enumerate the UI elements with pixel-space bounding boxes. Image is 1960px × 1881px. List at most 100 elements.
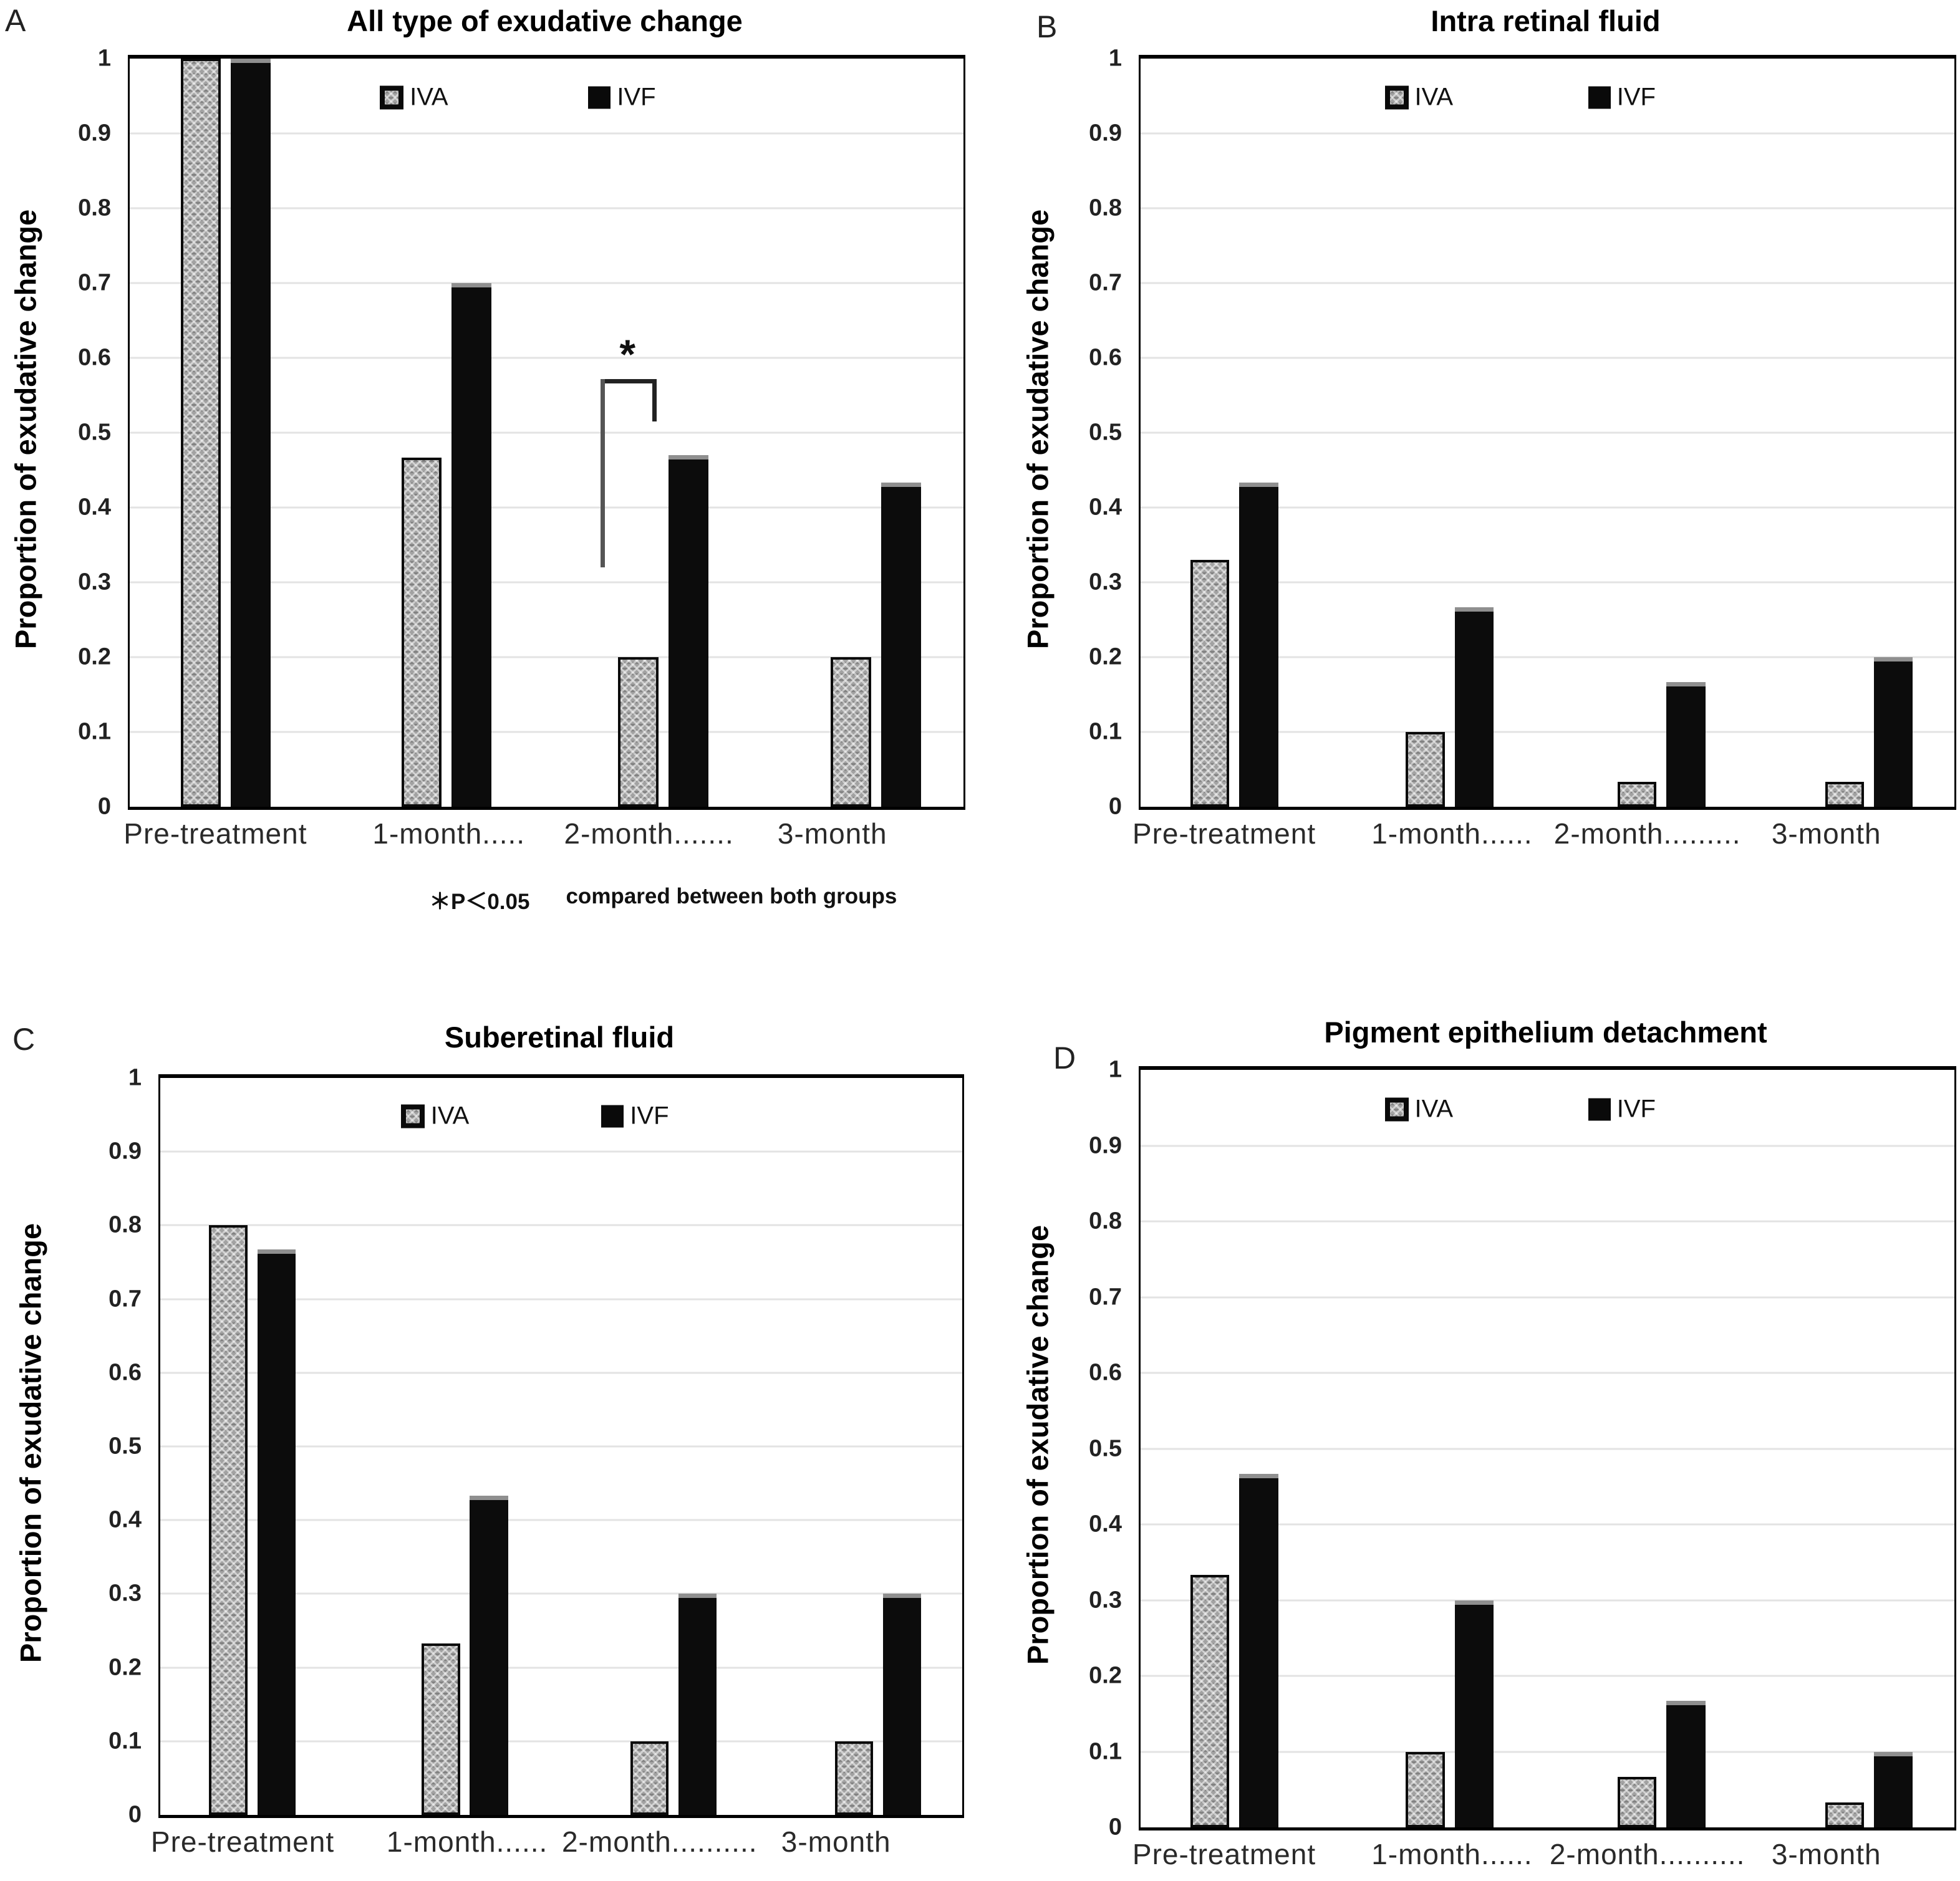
y-tick-label: 0.1 <box>109 1728 142 1754</box>
bar-iva-1-month <box>401 457 442 807</box>
x-axis-labels: Pre-treatment 1-month..... 2-month....... 3… <box>123 817 962 860</box>
y-tick-label: 0.9 <box>1089 1132 1122 1158</box>
legend-label-ivf: IVF <box>1616 83 1656 111</box>
legend-swatch-iva-icon <box>1384 85 1409 110</box>
y-tick-label: 0.6 <box>1089 344 1122 371</box>
legend-item-iva: IVA <box>1384 1095 1453 1123</box>
legend-item-iva: IVA <box>400 1102 470 1130</box>
gridline <box>160 1740 962 1743</box>
y-tick-label: 0.7 <box>1089 1284 1122 1310</box>
y-tick-label: 0.7 <box>78 269 111 296</box>
bar-ivf-3-month <box>882 1594 922 1815</box>
y-tick-label: 1 <box>128 1064 142 1091</box>
y-tick-label: 0 <box>1108 793 1122 820</box>
bar-iva-2-month <box>1617 782 1657 807</box>
x-tick-label-3-month: 3-month <box>1771 1838 1881 1870</box>
significance-footnote: ＊P＜0.05 compared between both groups <box>429 884 897 916</box>
legend-item-iva: IVA <box>1384 83 1454 112</box>
chart-title: Pigment epithelium detachment <box>1324 1016 1767 1049</box>
legend-swatch-iva-icon <box>400 1104 425 1128</box>
y-tick-label: 0.3 <box>109 1580 142 1607</box>
gridline <box>1141 1523 1954 1526</box>
bar-iva-2-month <box>630 1741 669 1815</box>
gridline <box>130 581 963 584</box>
y-tick-label: 0.2 <box>109 1654 142 1681</box>
legend-swatch-ivf-icon <box>601 1105 624 1128</box>
footnote-pvalue: ＊P＜0.05 <box>429 890 530 914</box>
y-tick-label: 1 <box>1108 45 1122 72</box>
gridline <box>1141 1296 1954 1298</box>
gridline <box>1141 656 1954 658</box>
y-tick-label: 0.1 <box>1089 718 1122 745</box>
gridline <box>1141 1372 1954 1374</box>
gridline <box>1141 1599 1954 1601</box>
x-tick-label-2-month: 2-month.......... <box>561 1826 758 1858</box>
bar-ivf-2-month <box>1666 681 1706 807</box>
x-tick-label-pre-treatment: Pre-treatment <box>1132 817 1316 850</box>
gridline <box>160 1667 962 1669</box>
legend-label-iva: IVA <box>1414 83 1454 111</box>
bar-ivf-pre-treatment <box>257 1249 296 1815</box>
bar-ivf-pre-treatment <box>1238 1473 1278 1827</box>
gridline <box>130 431 963 434</box>
y-tick-label: 0.5 <box>1089 419 1122 446</box>
footnote-text: compared between both groups <box>566 884 897 908</box>
bar-ivf-pre-treatment <box>230 59 271 807</box>
y-tick-label: 0.5 <box>1089 1435 1122 1461</box>
significance-asterisk: * <box>619 330 636 377</box>
y-tick-label: 0.4 <box>78 494 111 521</box>
gridline <box>1141 1675 1954 1677</box>
panel-letter: A <box>5 3 26 38</box>
bar-iva-1-month <box>422 1643 460 1815</box>
panel-letter: B <box>1036 9 1058 44</box>
legend-swatch-ivf-icon <box>1588 86 1611 109</box>
y-tick-label: 0.8 <box>1089 195 1122 221</box>
legend-label-iva: IVA <box>430 1102 470 1130</box>
bar-ivf-3-month <box>1873 657 1913 807</box>
bar-iva-pre-treatment <box>209 1225 248 1815</box>
bar-ivf-2-month <box>678 1594 717 1815</box>
gridline <box>160 1592 962 1595</box>
x-tick-label-3-month: 3-month <box>781 1826 891 1858</box>
bar-ivf-1-month <box>470 1496 509 1815</box>
x-tick-label-pre-treatment: Pre-treatment <box>150 1826 335 1858</box>
y-tick-label: 0.9 <box>78 120 111 147</box>
bar-ivf-1-month <box>1454 1600 1494 1827</box>
significance-bracket-top <box>601 378 657 383</box>
bar-ivf-1-month <box>1454 607 1494 807</box>
y-tick-label: 0.4 <box>1089 494 1122 521</box>
y-tick-label: 0.7 <box>1089 269 1122 296</box>
x-tick-label-1-month: 1-month...... <box>1371 1838 1533 1870</box>
panel-b: B Intra retinal fluid Proportion of exud… <box>980 0 1960 963</box>
gridline <box>160 1298 962 1301</box>
legend-item-ivf: IVF <box>601 1102 669 1130</box>
y-tick-label: 0.6 <box>78 344 111 371</box>
bar-iva-3-month <box>1825 782 1865 807</box>
y-tick-label: 0.8 <box>78 195 111 221</box>
chart-title: All type of exudative change <box>347 4 743 37</box>
bar-ivf-1-month <box>451 283 492 807</box>
y-tick-label: 0.3 <box>1089 1587 1122 1613</box>
x-axis-labels: Pre-treatment 1-month...... 2-month.......… <box>1132 1837 1953 1881</box>
x-axis-labels: Pre-treatment 1-month...... 2-month.......… <box>151 1825 960 1869</box>
bar-iva-pre-treatment <box>1190 560 1230 807</box>
bar-ivf-3-month <box>881 483 921 807</box>
legend-swatch-ivf-icon <box>588 86 611 109</box>
gridline <box>160 1372 962 1374</box>
legend-label-ivf: IVF <box>630 1102 669 1130</box>
y-tick-label: 1 <box>97 45 111 72</box>
gridline <box>1141 581 1954 584</box>
y-tick-label: 0.2 <box>1089 643 1122 670</box>
chart-title: Intra retinal fluid <box>1431 4 1661 37</box>
y-tick-label: 0.2 <box>1089 1662 1122 1689</box>
x-tick-label-2-month: 2-month....... <box>564 817 734 850</box>
gridline <box>1141 1448 1954 1450</box>
y-tick-label: 0.3 <box>78 569 111 595</box>
legend-item-ivf: IVF <box>588 84 656 112</box>
legend-swatch-iva-icon <box>380 85 404 110</box>
bar-iva-3-month <box>831 657 871 807</box>
plot-area: IVA IVF 1 0.9 0.8 0.7 0.6 0.5 0.4 0.3 0.2 0.1 0 <box>1089 46 1956 820</box>
gridline <box>130 731 963 733</box>
bar-iva-3-month <box>834 1741 874 1815</box>
gridline <box>130 207 963 209</box>
